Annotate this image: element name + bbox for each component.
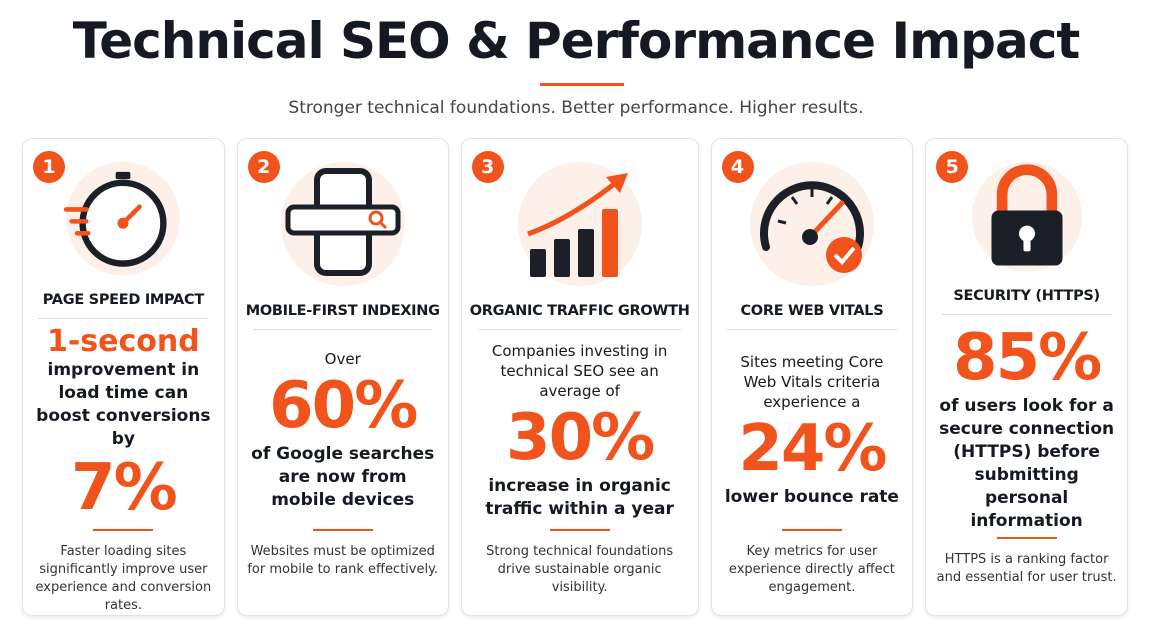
card-heading: ORGANIC TRAFFIC GROWTH	[469, 303, 690, 319]
subtitle: Stronger technical foundations. Better p…	[288, 98, 864, 118]
card-intro: Sites meeting Core Web Vitals criteria e…	[740, 353, 884, 411]
accent-bar	[312, 529, 373, 531]
card-stat: 30%	[506, 400, 655, 475]
card-icon	[517, 162, 642, 286]
card-stat: 7%	[71, 451, 178, 526]
accent-bar	[996, 537, 1057, 540]
divider	[478, 329, 681, 330]
card-heading: SECURITY (HTTPS)	[953, 288, 1100, 305]
divider	[38, 318, 209, 320]
card-text: lower bounce rate	[724, 487, 899, 507]
card-text: of Google searches are now from mobile d…	[251, 444, 435, 510]
title-underline	[540, 83, 624, 86]
accent-bar	[549, 529, 610, 531]
card-heading: CORE WEB VITALS	[740, 303, 884, 319]
card-number: 1	[33, 151, 65, 183]
card-stat: 60%	[269, 369, 418, 443]
card-content: 1-second improvement in load time can boo…	[31, 319, 216, 526]
accent-bar	[93, 529, 154, 531]
card-number: 5	[936, 151, 969, 183]
divider	[941, 314, 1112, 316]
card-content: Companies investing in technical SEO see…	[470, 330, 690, 525]
card-content: 85% of users look for a secure connection…	[934, 315, 1119, 533]
card: 3 ORGANIC TRAFFIC GROWTH Companies investi…	[460, 138, 699, 616]
card-row: 1 PAGE SPEED IMPACT 1-second improvement in…	[22, 138, 1128, 616]
card-stat: 85%	[953, 321, 1102, 396]
card-icon	[280, 162, 405, 286]
card-note: Key metrics for user experience directly…	[728, 544, 895, 595]
card: 5 SECURITY (HTTPS) 85% of users look for a …	[925, 138, 1128, 616]
card-heading: PAGE SPEED IMPACT	[42, 292, 204, 309]
accent-bar	[781, 529, 842, 531]
divider	[726, 329, 897, 330]
card-heading: MOBILE-FIRST INDEXING	[245, 303, 440, 319]
card: 1 PAGE SPEED IMPACT 1-second improvement in…	[22, 138, 225, 616]
card-note: Strong technical foundations drive susta…	[486, 544, 674, 595]
card: 2 MOBILE-FIRST INDEXING Over 60% of Google s…	[236, 138, 449, 616]
card-stat: 24%	[738, 412, 887, 486]
card-content: Over 60% of Google searches are now from m…	[246, 330, 440, 525]
card-text: increase in organic traffic within a yea…	[485, 475, 674, 519]
card-icon	[64, 161, 181, 276]
card-icon	[971, 161, 1082, 272]
card-number: 4	[721, 151, 754, 183]
card-text: improvement in load time can boost conve…	[36, 360, 211, 450]
card-number: 3	[471, 151, 504, 183]
card-text: of users look for a secure connection (H…	[939, 396, 1115, 532]
card: 4 CORE WEB VITALS Sites meeting Core Web V…	[710, 138, 914, 616]
card-content: Sites meeting Core Web Vitals criteria e…	[720, 330, 905, 525]
card-number: 2	[247, 151, 280, 183]
card-lead: 1-second	[46, 324, 200, 360]
card-note: HTTPS is a ranking factor and essential …	[936, 552, 1117, 586]
divider	[253, 329, 432, 330]
title: Technical SEO & Performance Impact	[72, 12, 1081, 70]
card-note: Faster loading sites significantly impro…	[35, 544, 212, 613]
card-note: Websites must be optimized for mobile to…	[247, 544, 439, 577]
card-intro: Over	[324, 350, 361, 368]
card-intro: Companies investing in technical SEO see…	[491, 341, 668, 400]
card-icon	[749, 162, 874, 286]
